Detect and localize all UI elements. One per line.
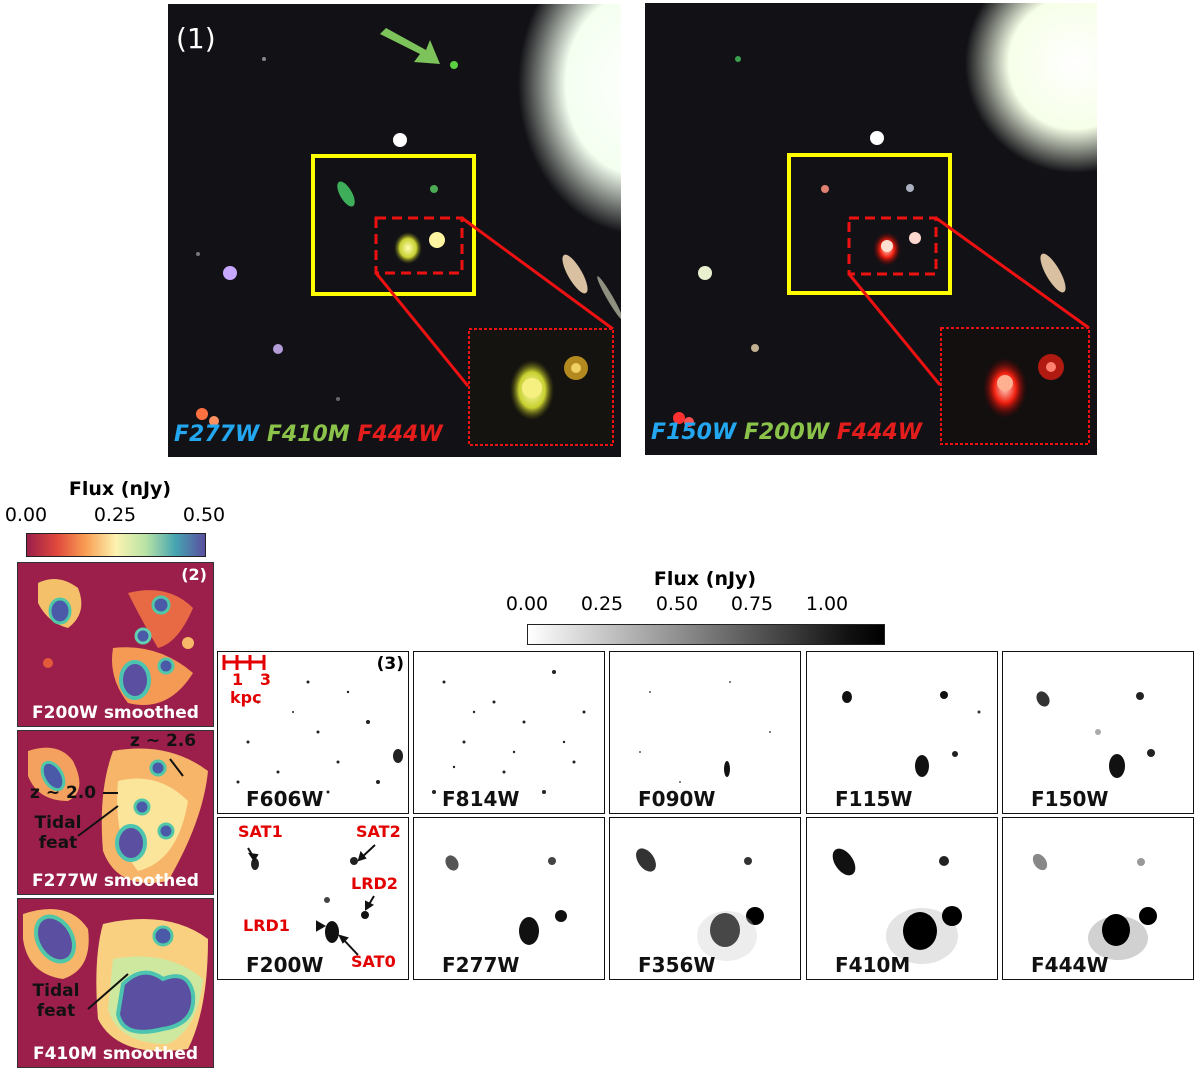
panel3-colorbar [527,624,885,645]
stamp-svg [445,855,567,945]
stamp-svg [432,670,586,794]
filter-label: F115W [835,787,913,811]
zoom-box [374,216,464,275]
panel3-tick: 0.00 [505,593,549,615]
filter-panel-f200w: SAT1 SAT2 LRD2 LRD1 SAT0 F200W [217,817,409,980]
label-lrd1: LRD1 [243,916,290,935]
panel2-tick: 0.00 [4,504,48,526]
stamp-svg [639,681,771,783]
smoothed-map-f277w: z ~ 2.6 z ~ 2.0 Tidal feat F277W smoothe… [17,730,214,895]
filter-label: F814W [442,787,520,811]
filter-label: F444W [1031,953,1109,977]
filter-panel-f115w: F115W [806,651,998,814]
filter-panel-f150w: F150W [1002,651,1194,814]
smoothed-map-svg [28,747,208,883]
panel2-tick: 0.25 [93,504,137,526]
filter-panel-f356w: F356W [609,817,801,980]
label-sat1: SAT1 [238,822,283,841]
smoothed-map-f410m: Tidal feat F410M smoothed [17,898,214,1068]
stamp-svg [247,844,376,956]
panel3-label: (3) [376,654,404,674]
smoothed-label: F410M smoothed [32,1044,199,1064]
arrow-icon [380,28,440,64]
bright-galaxy [518,4,621,233]
filter-green: F410M [266,422,350,447]
filter-label: F150W [1031,787,1109,811]
label-sat2: SAT2 [356,822,401,841]
panel2-tick: 0.50 [182,504,226,526]
rgb-image-left-svg [168,4,621,457]
filter-panel-f410m: F410M [806,817,998,980]
panel2-colorbar-title: Flux (nJy) [68,478,172,500]
filter-label: F277W [442,953,520,977]
panel2-colorbar [26,533,206,557]
filter-panel-f277w: F277W [413,817,605,980]
stamp-svg [1032,853,1157,960]
stamp-svg [842,691,981,777]
panel3-tick: 1.00 [805,593,849,615]
rgb-image-left: (1) F277W F410M F444W [168,4,621,457]
smoothed-map-svg [38,579,194,705]
filter-blue: F150W [651,420,737,445]
scale-bar-unit: kpc [230,688,262,707]
filter-label: F356W [638,953,716,977]
panel3-tick: 0.25 [580,593,624,615]
smoothed-label: F277W smoothed [32,871,199,891]
panel1-label: (1) [176,22,216,55]
filter-label: F200W [246,953,324,977]
filter-label: F410M [835,953,911,977]
filter-panel-f090w: F090W [609,651,801,814]
smoothed-map-svg [23,909,208,1051]
filter-panel-f814w: F814W [413,651,605,814]
filter-panel-f444w: F444W [1002,817,1194,980]
filter-blue: F277W [174,422,260,447]
filter-label: F090W [638,787,716,811]
rgb-left-filters: F277W F410M F444W [174,422,443,447]
stamp-svg [636,848,764,961]
panel3-tick: 0.75 [730,593,774,615]
label-sat0: SAT0 [351,952,396,971]
filter-red: F444W [836,420,922,445]
filter-label: F606W [246,787,324,811]
z-label-low: z ~ 2.0 [30,783,97,803]
scale-bar [222,655,266,670]
filter-green: F200W [743,420,830,445]
rgb-right-filters: F150W F200W F444W [651,420,922,445]
panel3-colorbar-title: Flux (nJy) [653,568,757,590]
label-lrd2: LRD2 [351,874,398,893]
stamp-svg [1036,691,1155,778]
rgb-image-right-svg [645,3,1097,455]
filter-red: F444W [357,422,443,447]
star [393,133,407,147]
rgb-image-right: F150W F200W F444W [645,3,1097,455]
smoothed-label: F200W smoothed [32,703,199,723]
tidal-label: Tidal feat [32,981,80,1021]
stamp-svg [832,848,962,964]
tidal-label: Tidal feat [34,813,82,853]
smoothed-map-f200w: (2) F200W smoothed [17,562,214,727]
scale-bar-ticks: 1 3 [232,670,271,689]
z-label-high: z ~ 2.6 [130,731,197,751]
stamp-svg [222,655,403,794]
panel3-tick: 0.50 [655,593,699,615]
panel2-label: (2) [181,565,207,584]
filter-panel-f606w: 1 3 kpc (3) F606W [217,651,409,814]
